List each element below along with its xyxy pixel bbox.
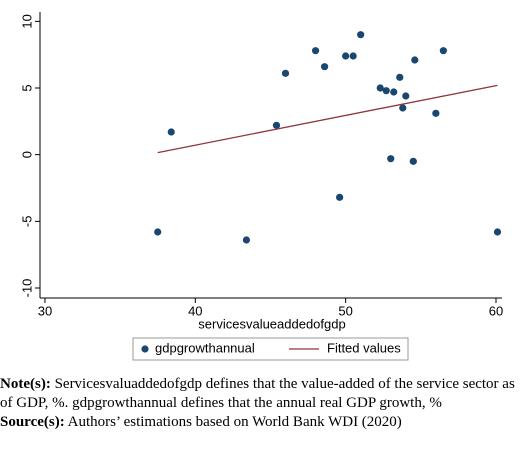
note-label: Note(s): [0, 376, 51, 392]
point [402, 92, 410, 100]
point [382, 87, 390, 95]
x-tick-label: 60 [489, 303, 503, 318]
chart: servicesvalueaddedofgdp -10 -5 0 5 10 30 40 50 6… [19, 12, 503, 361]
point [342, 52, 350, 60]
note-text: Authors’ estimations based on World Bank… [64, 414, 402, 430]
point [387, 155, 395, 163]
point [411, 56, 419, 64]
point [390, 88, 398, 96]
y-tick-label: 10 [19, 14, 34, 28]
note: Source(s): Authors’ estimations based on… [0, 413, 516, 432]
legend-box [132, 337, 409, 361]
y-tick-label: -5 [19, 216, 34, 228]
y-tick-label: 0 [19, 151, 34, 158]
note-text: Servicesvaluaddedofgdp defines that the … [0, 376, 515, 411]
x-tick-label: 30 [38, 303, 52, 318]
notes: Note(s): Servicesvaluaddedofgdp defines … [0, 375, 516, 432]
point [409, 157, 417, 165]
legend-label: gdpgrowthannual [155, 340, 255, 355]
x-tick-label: 40 [188, 303, 202, 318]
point [432, 109, 440, 117]
y-tick-label: 5 [19, 84, 34, 91]
point [376, 84, 384, 92]
point [357, 31, 365, 39]
point [154, 228, 162, 236]
y-tick-label: -10 [19, 279, 34, 298]
point [399, 104, 407, 112]
note-label: Source(s): [0, 414, 65, 430]
point [396, 73, 404, 81]
note: Note(s): Servicesvaluaddedofgdp defines … [0, 375, 516, 413]
x-axis-title: servicesvalueaddedofgdp [198, 316, 345, 331]
point [349, 52, 357, 60]
point [493, 228, 502, 236]
point [242, 236, 251, 244]
legend-label: Fitted values [327, 340, 401, 355]
point [320, 63, 329, 71]
point [281, 69, 290, 77]
legend-swatch [141, 345, 149, 353]
fitted-line [157, 84, 498, 154]
point [439, 47, 447, 55]
point [336, 193, 344, 201]
point [311, 47, 320, 55]
point [167, 128, 175, 136]
x-tick-label: 50 [338, 303, 352, 318]
point [272, 121, 281, 129]
